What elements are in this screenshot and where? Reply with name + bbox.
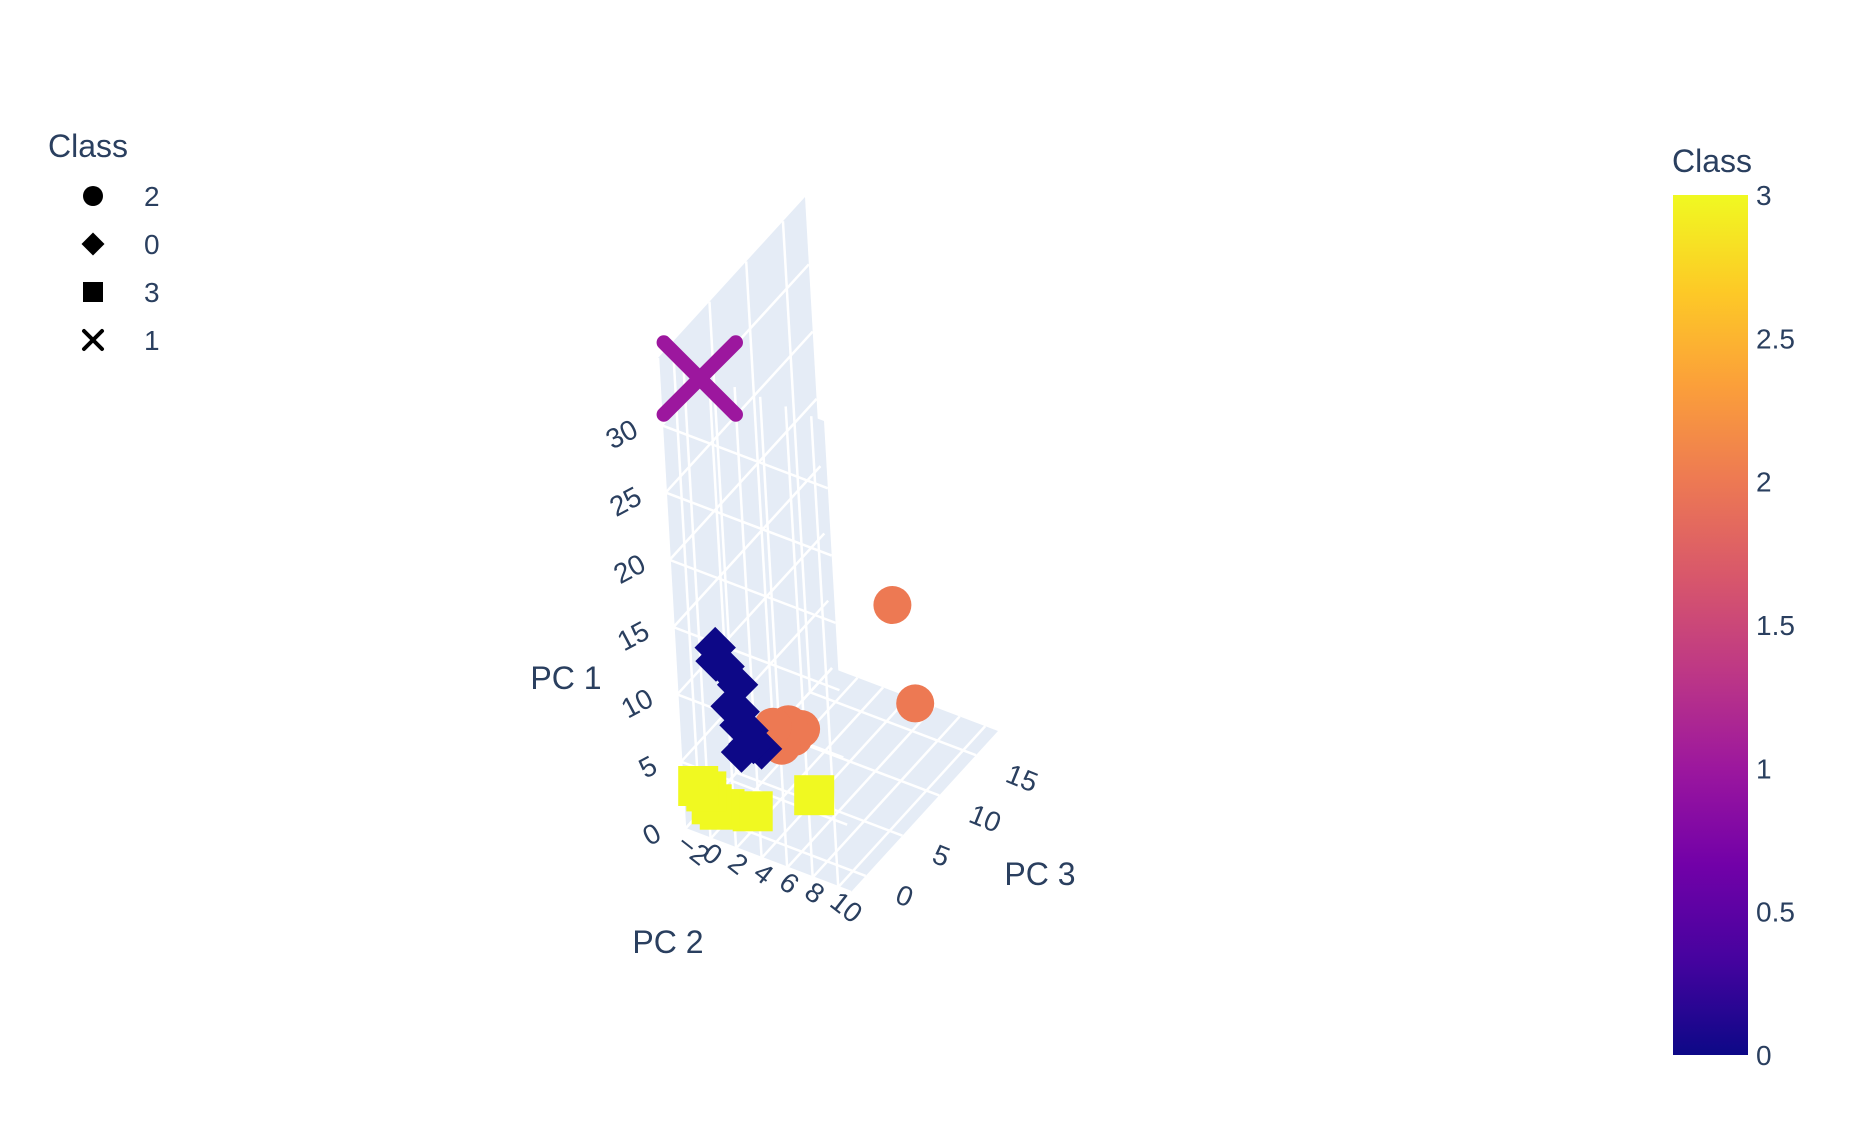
y-axis-title: PC 3 [1004, 856, 1075, 892]
x-tick-label: 8 [799, 876, 830, 910]
colorbar-tick-label: 0.5 [1756, 897, 1795, 928]
colorbar-tick-label: 3 [1756, 180, 1772, 211]
x-tick-label: 2 [722, 847, 753, 881]
z-tick-label: 30 [601, 413, 643, 455]
gridline-x-wall [656, 357, 687, 830]
x-tick-label: 10 [825, 885, 869, 929]
legend-item-label: 0 [144, 229, 160, 260]
gridline-z-wall-x [676, 532, 826, 696]
legend-item-label: 1 [144, 325, 160, 356]
y-tick-label: 10 [965, 798, 1006, 838]
marker-class-0-diamond[interactable] [710, 685, 752, 727]
colorbar-title: Class [1672, 143, 1752, 179]
z-tick-label: 10 [616, 682, 658, 724]
z-tick-label: 15 [612, 615, 654, 657]
gridline-y-wall [781, 221, 812, 693]
legend-item-class-2[interactable]: 2 [83, 181, 160, 212]
colorbar-tick-label: 2.5 [1756, 323, 1795, 354]
x-tick-label: 6 [774, 866, 805, 900]
legend-item-label: 3 [144, 277, 160, 308]
x-tick-label: 4 [748, 856, 779, 890]
z-tick-label: 0 [638, 817, 666, 852]
y-tick-label: 5 [928, 838, 954, 873]
legend-item-class-0[interactable]: 0 [81, 229, 160, 260]
marker-class-3-square[interactable] [678, 766, 719, 806]
marker-class-2-circle[interactable] [896, 684, 935, 723]
colorbar-tick-label: 2 [1756, 467, 1772, 498]
colorbar-ticks: 0 0.5 1 1.5 2 2.5 3 [1756, 180, 1795, 1071]
gridline-z-wall-x [672, 465, 822, 628]
marker-class-0-diamond[interactable] [716, 664, 759, 706]
legend-diamond-icon[interactable] [81, 232, 105, 256]
legend-item-class-1[interactable]: 1 [82, 325, 160, 356]
y-tick-label: 0 [891, 879, 917, 914]
gridline-z-wall-x [668, 398, 818, 561]
gridline-y-floor [809, 690, 977, 757]
marker-class-0-diamond[interactable] [720, 731, 763, 773]
colorbar-tick-label: 1.5 [1756, 610, 1795, 641]
colorbar: Class 0 0.5 1 1.5 2 2.5 3 [1672, 143, 1795, 1071]
z-tick-label: 5 [634, 750, 662, 785]
legend-square-icon[interactable] [83, 282, 103, 302]
colorbar-tick-label: 1 [1756, 753, 1772, 784]
gridline-z-wall-y [661, 424, 829, 490]
marker-class-0-diamond[interactable] [695, 640, 737, 682]
gridline-z-wall-y [665, 491, 833, 557]
legend-item-class-3[interactable]: 3 [83, 277, 160, 308]
gridline-z-wall-y [684, 827, 852, 894]
z-axis-title: PC 1 [530, 660, 601, 696]
gridline-z-wall-y [669, 558, 837, 625]
z-tick-label: 25 [604, 481, 646, 523]
gridline-y-wall [671, 341, 701, 813]
colorbar-gradient [1673, 195, 1748, 1055]
gridline-x-wall [707, 377, 738, 849]
y-tick-label: 15 [1002, 758, 1043, 798]
legend-x-icon[interactable] [82, 329, 104, 351]
gridline-y-wall [744, 261, 775, 733]
gridline-x-floor [837, 725, 987, 888]
legend-title: Class [48, 128, 128, 164]
legend-item-label: 2 [144, 181, 160, 212]
legend-circle-icon[interactable] [83, 186, 103, 206]
colorbar-tick-label: 0 [1756, 1040, 1772, 1071]
gridline-z-wall-y [672, 625, 840, 692]
x-axis-title: PC 2 [632, 924, 703, 960]
data-markers[interactable] [656, 335, 935, 832]
marker-class-1-x[interactable] [656, 335, 743, 422]
marker-class-3-square[interactable] [794, 775, 835, 816]
marker-class-2-circle[interactable] [873, 586, 912, 624]
z-tick-label: 20 [608, 548, 650, 590]
gridline-x-wall [682, 367, 712, 839]
